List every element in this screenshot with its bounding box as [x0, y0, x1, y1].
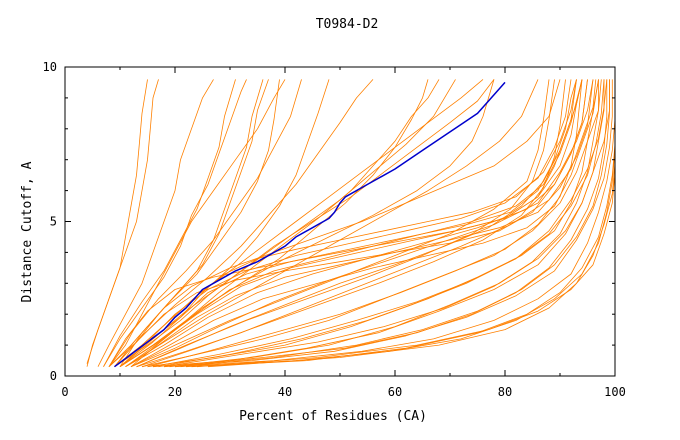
- x-axis: 0 20 40 60 80 100: [61, 67, 626, 399]
- series-line-25: [196, 79, 616, 368]
- x-tick-label: 80: [498, 385, 512, 399]
- series-line-41: [119, 79, 456, 368]
- series-line-8: [114, 79, 495, 368]
- series-line-42: [125, 79, 539, 368]
- series-line-43: [136, 79, 577, 368]
- series-line-11: [108, 79, 286, 367]
- series-line-20: [147, 79, 608, 368]
- series-line-17: [130, 79, 594, 368]
- series-line-45: [191, 79, 616, 368]
- plot-lines: [86, 79, 616, 368]
- series-line-35: [103, 79, 236, 367]
- series-line-6: [108, 79, 269, 367]
- series-line-5: [108, 79, 264, 367]
- series-line-4: [103, 79, 247, 367]
- series-line-26: [130, 79, 550, 368]
- series-line-31: [158, 79, 599, 368]
- series-line-47: [163, 79, 599, 368]
- series-line-46: [207, 79, 616, 368]
- series-line-23: [174, 79, 616, 368]
- series-line-32: [169, 79, 605, 368]
- series-line-18: [136, 79, 597, 368]
- x-tick-label: 20: [168, 385, 182, 399]
- x-tick-label: 0: [61, 385, 68, 399]
- series-line-24: [185, 79, 616, 368]
- x-axis-label: Percent of Residues (CA): [239, 409, 427, 424]
- series-line-48: [174, 79, 608, 368]
- series-line-37: [119, 79, 572, 367]
- series-line-36: [114, 79, 561, 367]
- series-line-3: [97, 79, 214, 367]
- x-tick-label: 60: [388, 385, 402, 399]
- series-line-29: [141, 79, 566, 368]
- plot-frame: [64, 66, 616, 377]
- series-line-51: [130, 79, 429, 368]
- series-line-44: [152, 79, 605, 368]
- series-line-50: [114, 79, 588, 367]
- series-line-9: [119, 79, 440, 368]
- highlight-series-line: [114, 81, 506, 368]
- series-line-22: [163, 79, 613, 368]
- y-tick-label: 10: [43, 60, 57, 74]
- y-tick-label: 5: [50, 215, 57, 229]
- series-line-52: [119, 79, 280, 367]
- y-tick-label: 0: [50, 369, 57, 383]
- series-line-30: [147, 79, 583, 368]
- x-tick-label: 100: [604, 385, 626, 399]
- y-axis-label: Distance Cutoff, A: [20, 161, 35, 302]
- x-tick-label: 40: [278, 385, 292, 399]
- chart-title: T0984-D2: [316, 17, 379, 32]
- series-line-38: [125, 79, 594, 368]
- series-line-21: [152, 79, 610, 368]
- series-line-39: [130, 79, 599, 368]
- series-line-2: [86, 79, 148, 364]
- series-line-10: [119, 79, 330, 368]
- series-line-40: [114, 79, 374, 367]
- series-line-49: [108, 79, 583, 367]
- series-line-1: [86, 79, 159, 367]
- series-line-34: [108, 79, 302, 367]
- series-line-33: [180, 79, 610, 368]
